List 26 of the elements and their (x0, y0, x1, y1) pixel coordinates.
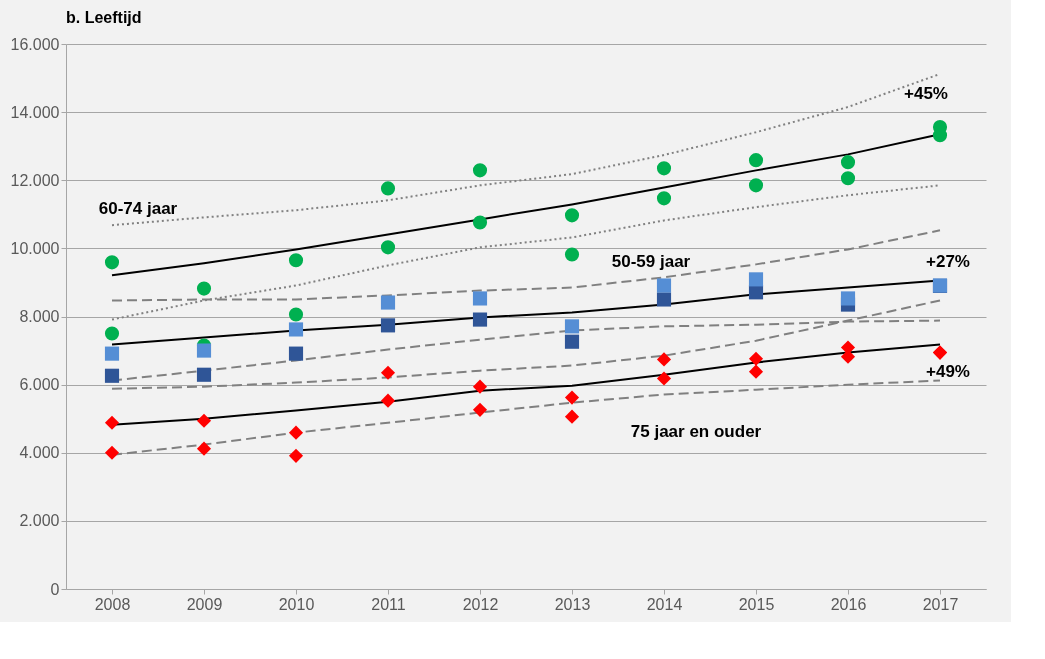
x-tick-label: 2011 (371, 595, 406, 613)
y-tick-label: 4.000 (19, 444, 60, 462)
x-tick-label: 2016 (830, 595, 867, 613)
x-tick-label: 2014 (646, 595, 683, 613)
y-tick-label: 0 (50, 580, 60, 598)
y-tick-label: 14.000 (10, 103, 60, 121)
x-tick-label: 2009 (186, 595, 223, 613)
x-tick-label: 2010 (278, 595, 315, 613)
annotation: +49% (926, 362, 970, 381)
y-tick-label: 6.000 (19, 376, 60, 394)
x-tick-label: 2008 (94, 595, 131, 613)
chart-title: b. Leeftijd (66, 9, 142, 26)
y-tick-label: 16.000 (10, 35, 60, 53)
annotation: +27% (926, 252, 970, 271)
x-tick-label: 2013 (554, 595, 591, 613)
x-tick-label: 2015 (738, 595, 775, 613)
annotation: 75 jaar en ouder (630, 422, 762, 441)
annotation: +45% (904, 84, 948, 103)
x-tick-label: 2017 (922, 595, 959, 613)
x-tick-label: 2012 (462, 595, 499, 613)
y-tick-label: 8.000 (19, 308, 60, 325)
y-tick-label: 2.000 (19, 512, 60, 530)
y-tick-label: 12.000 (10, 171, 60, 189)
annotation: 50-59 jaar (611, 252, 691, 271)
annotation: 60-74 jaar (98, 199, 178, 218)
y-tick-label: 10.000 (10, 239, 60, 257)
